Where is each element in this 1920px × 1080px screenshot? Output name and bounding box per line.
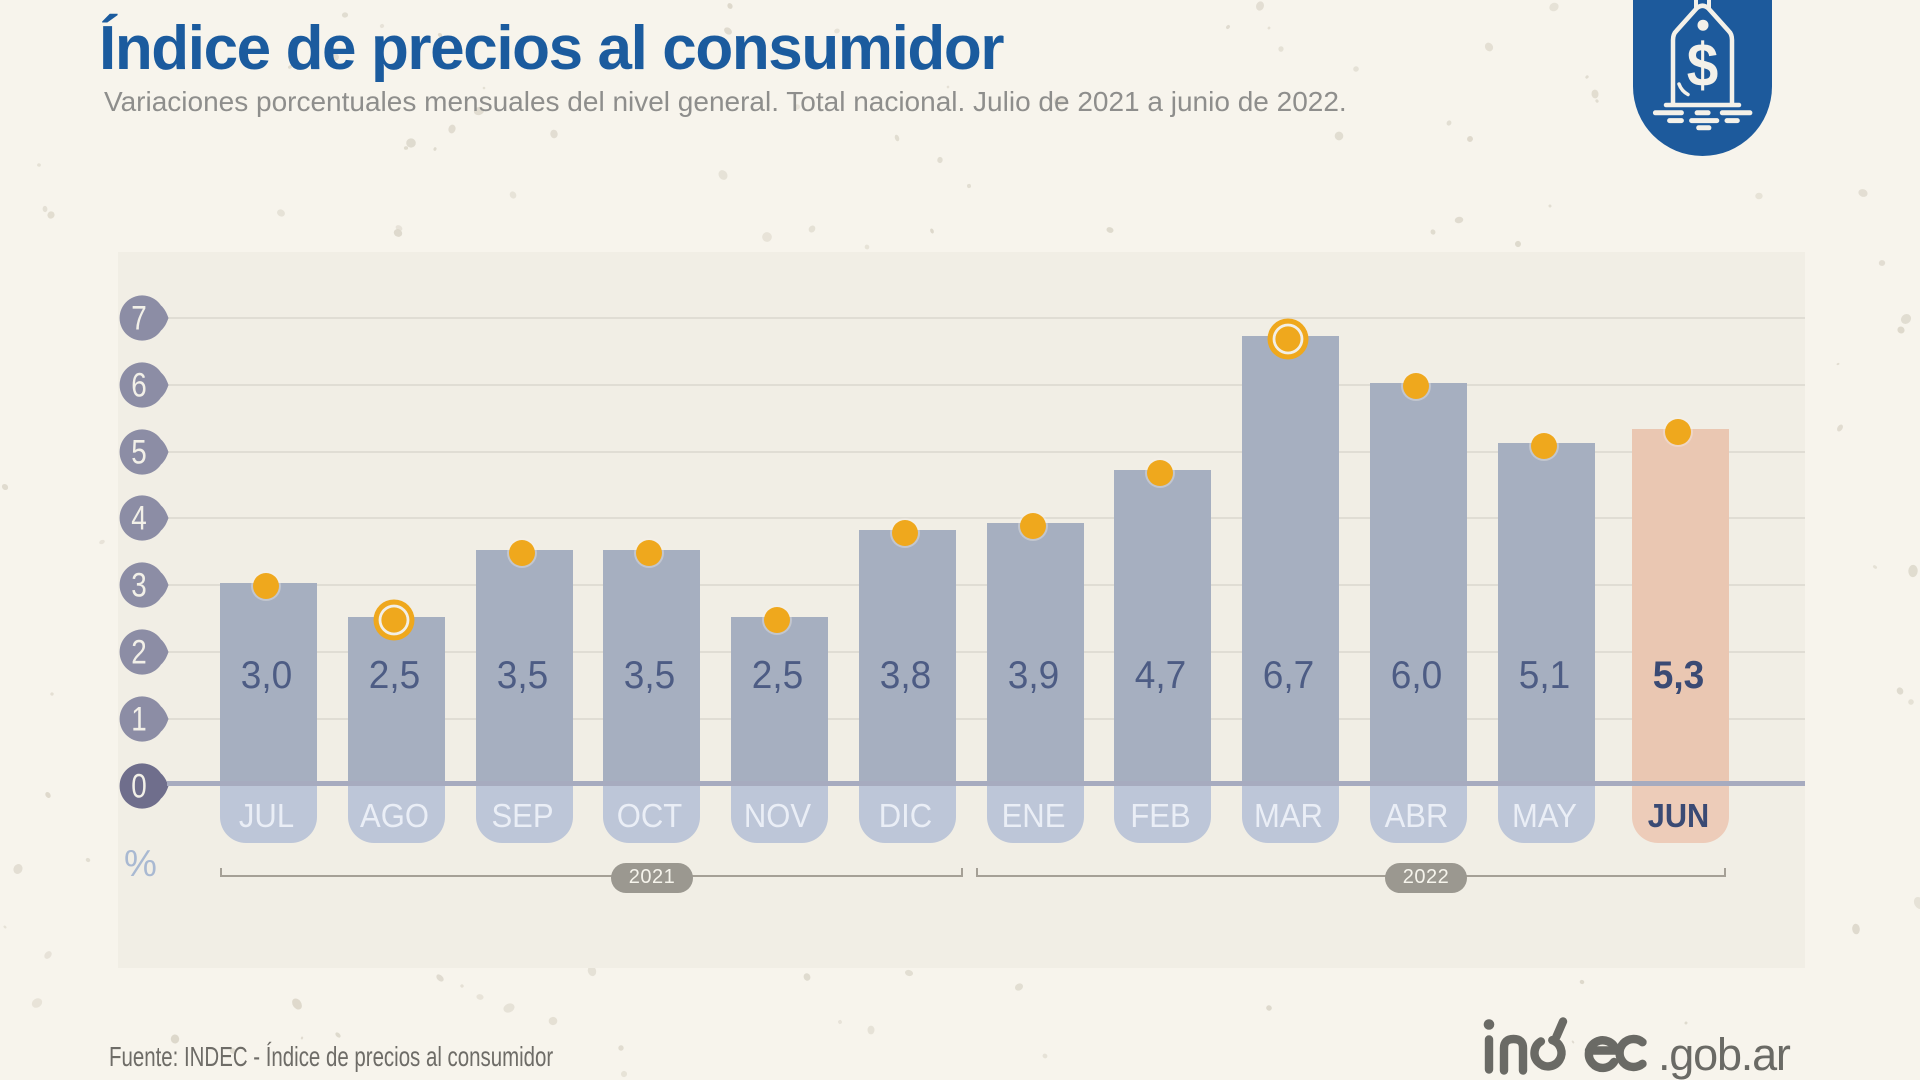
svg-text:3: 3 (131, 567, 147, 605)
svg-text:2: 2 (131, 634, 147, 672)
svg-text:0: 0 (131, 768, 147, 806)
svg-text:1: 1 (131, 701, 147, 739)
svg-text:6: 6 (131, 366, 147, 404)
svg-text:4: 4 (131, 500, 147, 538)
svg-text:7: 7 (131, 299, 147, 337)
svg-text:$: $ (1687, 32, 1719, 99)
svg-text:5: 5 (131, 433, 147, 471)
